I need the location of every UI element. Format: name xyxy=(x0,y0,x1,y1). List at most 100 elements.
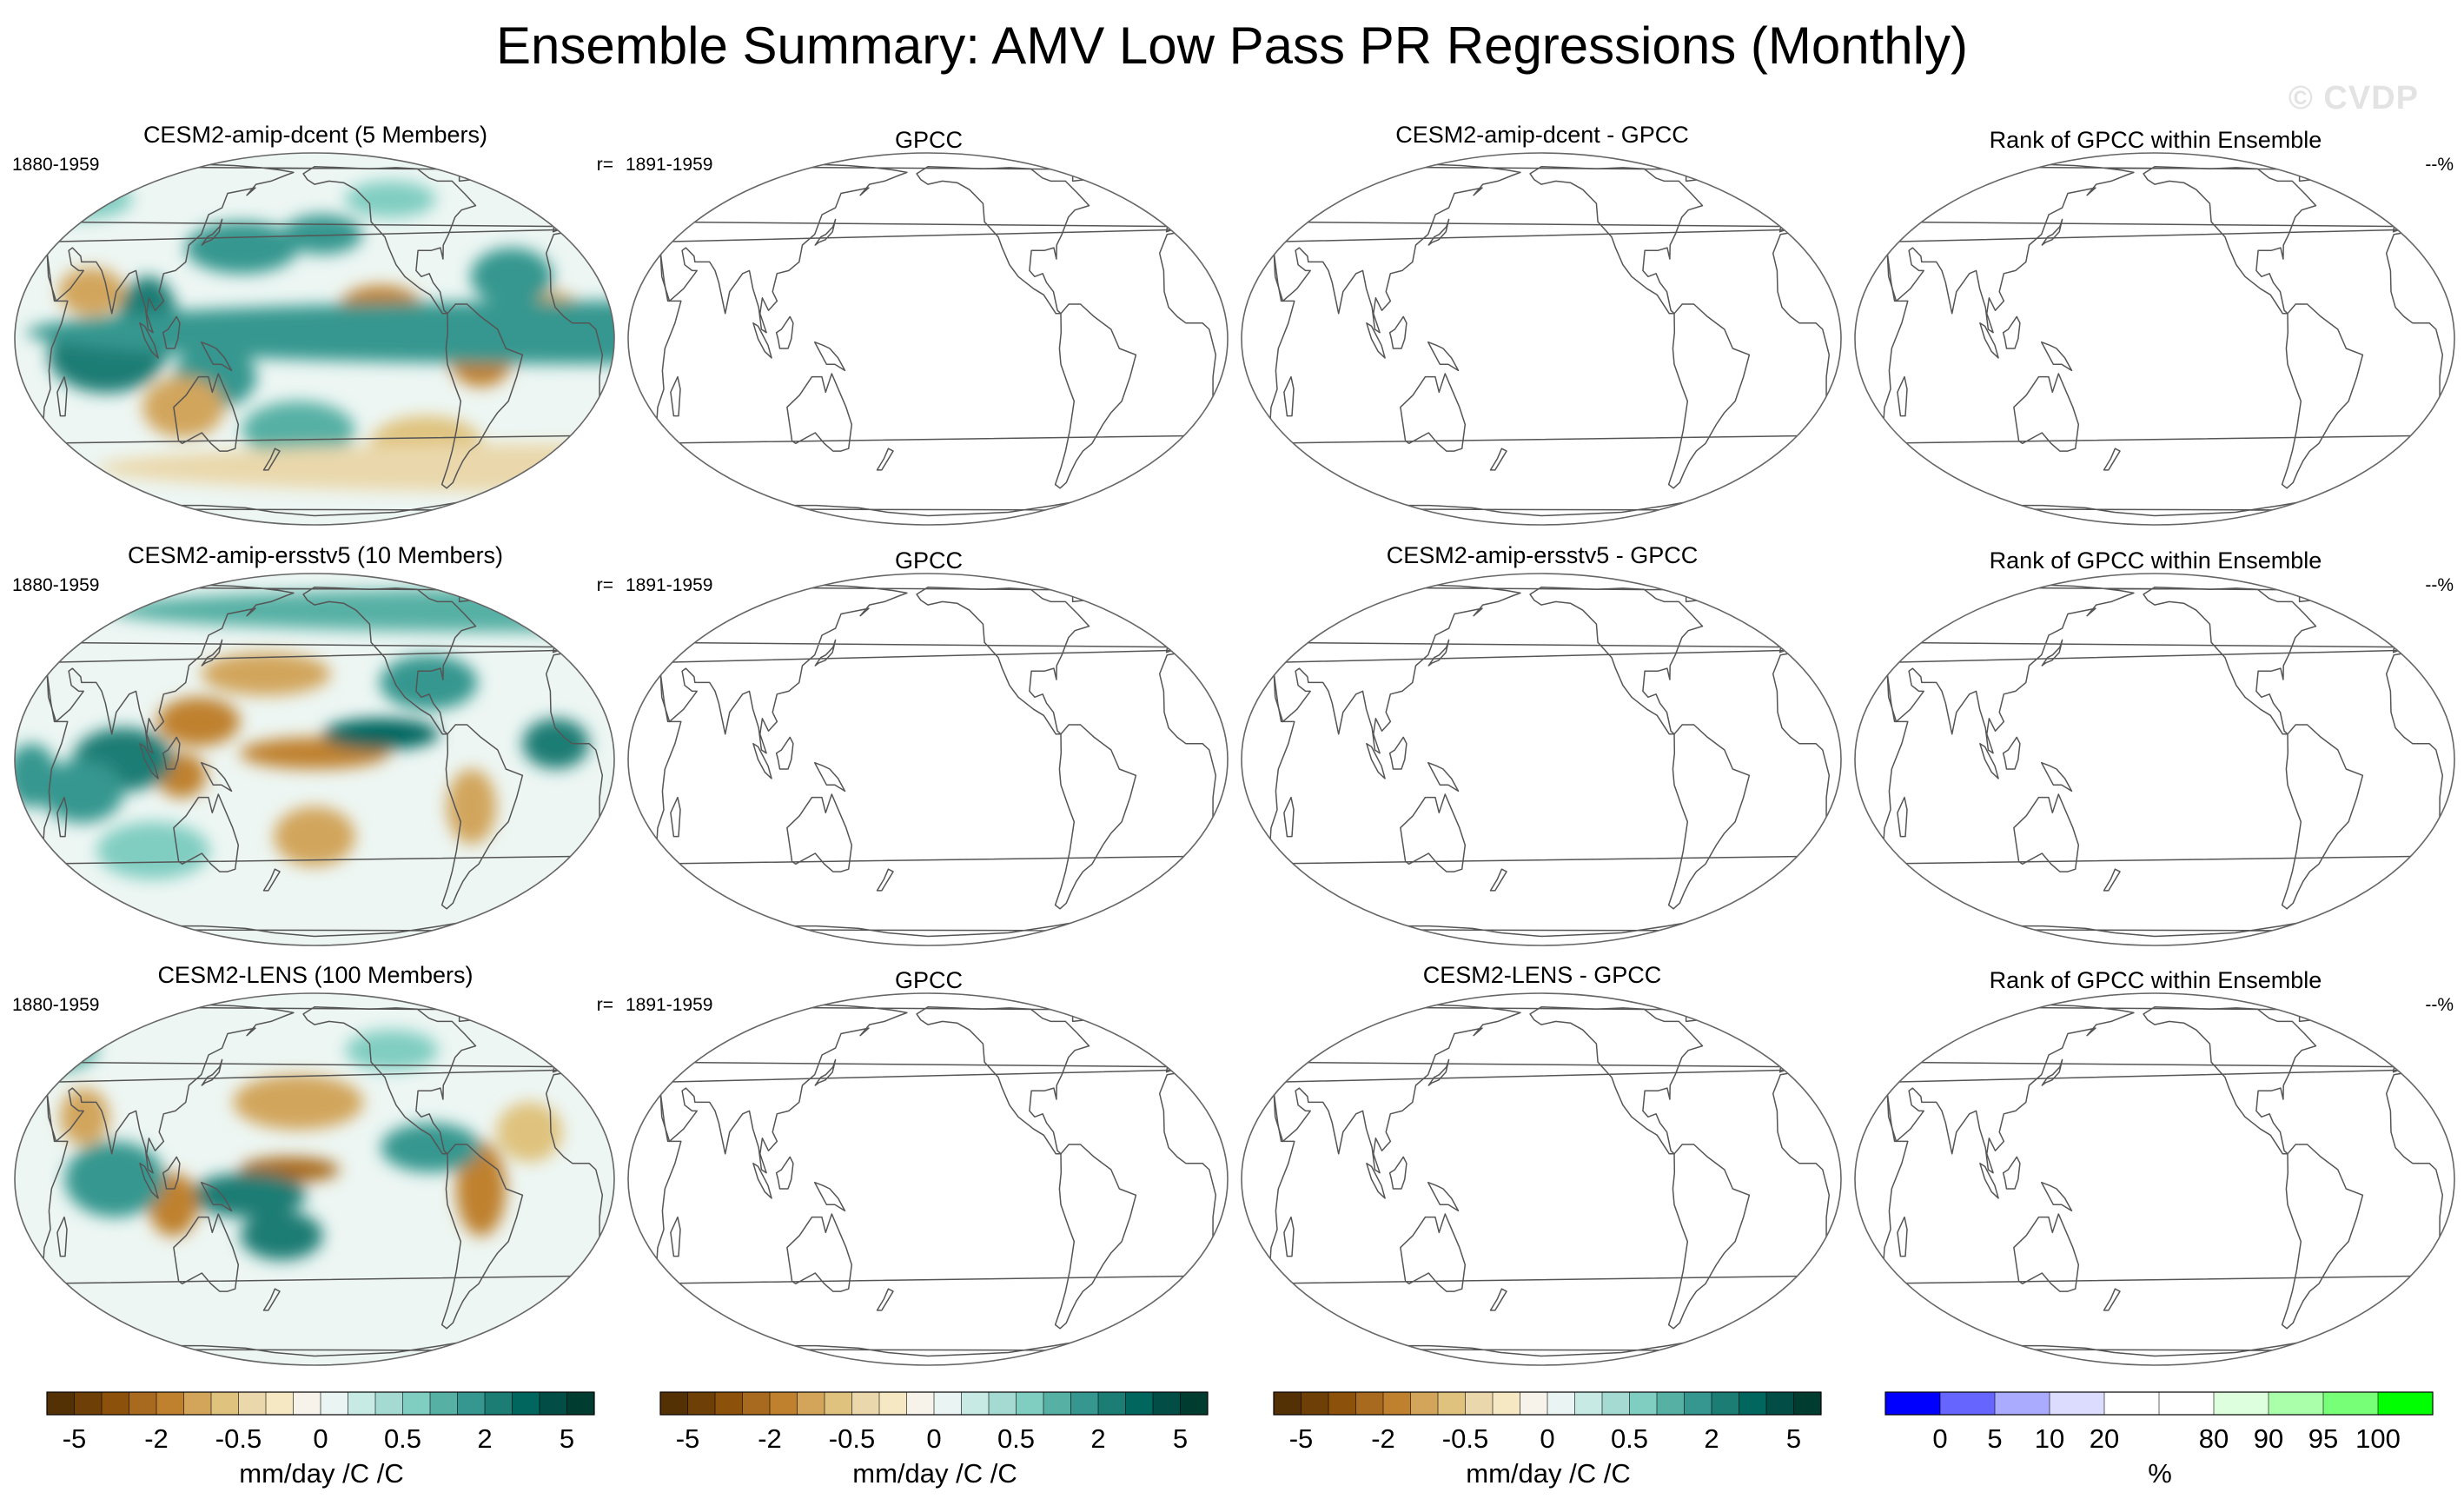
coastline-uk xyxy=(1767,1024,1784,1041)
coastline-new-guinea xyxy=(1427,761,1460,793)
coastline-borneo xyxy=(775,315,794,349)
coastline-japan xyxy=(1427,218,1450,246)
panel-title: GPCC xyxy=(894,127,963,153)
coastline-uk xyxy=(2381,604,2397,621)
colorbar-tick-label: 95 xyxy=(2308,1423,2338,1454)
coastline-sumatra xyxy=(1979,1162,1999,1199)
coastline-borneo xyxy=(162,315,181,349)
coastline-australia xyxy=(1400,793,1467,872)
coastline-new-zealand xyxy=(1489,1288,1507,1311)
coastline-south-america xyxy=(1667,1144,1751,1330)
colorbar-swatch xyxy=(660,1392,688,1415)
map-frame xyxy=(14,152,615,526)
coastline-north-america xyxy=(916,1005,1090,1155)
map-plot xyxy=(1241,152,1842,526)
map-panel: GPCC 1891-1959 xyxy=(624,962,1234,1370)
colorbar-swatch xyxy=(879,1392,907,1415)
colorbar-swatch xyxy=(1098,1392,1126,1415)
coastline-africa xyxy=(1865,649,2444,866)
colorbar-tick-label: 20 xyxy=(2090,1423,2119,1454)
coastline-new-zealand xyxy=(2103,448,2121,471)
colorbar-swatch xyxy=(512,1392,540,1415)
coastline-south-america xyxy=(1054,303,1137,489)
colorbar-swatch xyxy=(1301,1392,1329,1415)
coastline-madagascar xyxy=(56,796,68,838)
colorbar-swatch xyxy=(2050,1392,2105,1415)
colorbar-swatch xyxy=(934,1392,962,1415)
coastline-new-zealand xyxy=(262,1288,281,1311)
period-label: 1891-1959 xyxy=(626,575,713,595)
regression-anomaly xyxy=(496,1102,563,1163)
panel-title: Rank of GPCC within Ensemble xyxy=(1989,127,2322,153)
coastline-south-america xyxy=(2281,1144,2364,1330)
coastline-antarctica xyxy=(694,922,1147,938)
panel-title: CESM2-amip-ersstv5 (10 Members) xyxy=(127,542,504,568)
colorbar-swatch xyxy=(2104,1392,2160,1415)
coastline-uk xyxy=(1767,183,1784,201)
colorbar-tick-label: -2 xyxy=(144,1423,169,1454)
colorbar-swatch xyxy=(1180,1392,1209,1415)
period-label: 1891-1959 xyxy=(626,155,713,175)
colorbar-swatch xyxy=(1153,1392,1181,1415)
coastline-antarctica xyxy=(1308,1342,1760,1357)
map-plot xyxy=(1241,573,1842,946)
coastline-borneo xyxy=(2002,315,2021,349)
map-frame xyxy=(627,152,1229,526)
coastline-sumatra xyxy=(1366,322,1386,359)
coastline-north-america xyxy=(916,586,1090,735)
correlation-label: --% xyxy=(2425,995,2454,1015)
colorbar: -5 -2 -0.5 0 0.5 2 5 mm/day /C /C xyxy=(657,1390,1213,1495)
coastline-borneo xyxy=(2002,736,2021,770)
regression-anomaly xyxy=(455,1141,507,1237)
regression-anomaly xyxy=(142,376,225,438)
colorbar-swatch xyxy=(961,1392,990,1415)
regression-anomaly xyxy=(345,1030,439,1071)
map-panel: CESM2-amip-dcent - GPCC xyxy=(1237,122,1847,530)
regression-anomaly xyxy=(344,181,436,218)
colorbar-swatch xyxy=(989,1392,1017,1415)
colorbar-swatch xyxy=(1712,1392,1739,1415)
coastline-africa xyxy=(1251,649,1831,866)
colorbar-tick-label: 90 xyxy=(2254,1423,2283,1454)
colorbar-swatch xyxy=(1547,1392,1575,1415)
map-panel: CESM2-amip-ersstv5 - GPCC xyxy=(1237,542,1847,951)
colorbar-swatch xyxy=(1793,1392,1822,1415)
panel-title: GPCC xyxy=(894,967,963,993)
colorbar-tick-label: 5 xyxy=(1987,1423,2002,1454)
colorbar-swatch xyxy=(2214,1392,2269,1415)
coastline-japan xyxy=(201,1058,223,1086)
coastline-eurasia xyxy=(1871,160,2433,334)
coastline-new-guinea xyxy=(813,341,846,372)
coastline-japan xyxy=(814,639,837,667)
map-plot xyxy=(627,152,1229,526)
panel-title: GPCC xyxy=(894,547,963,574)
map-plot xyxy=(1854,152,2455,526)
colorbar-tick-label: 2 xyxy=(1704,1423,1719,1454)
map-frame xyxy=(1854,573,2455,946)
correlation-label: --% xyxy=(2425,155,2454,175)
period-label: 1880-1959 xyxy=(12,575,100,595)
coastline-north-america xyxy=(2143,586,2317,735)
coastline-north-america xyxy=(302,1005,477,1155)
coastline-new-guinea xyxy=(200,1181,233,1212)
correlation-label: r= xyxy=(596,575,613,595)
coastline-south-america xyxy=(440,1144,524,1330)
map-plot xyxy=(1241,992,1842,1366)
colorbar: -5 -2 -0.5 0 0.5 2 5 mm/day /C /C xyxy=(1270,1390,1826,1495)
coastline-north-america xyxy=(1529,1005,1704,1155)
coastline-new-guinea xyxy=(200,761,233,793)
map-frame xyxy=(1854,152,2455,526)
colorbar-swatch xyxy=(457,1392,486,1415)
coastline-borneo xyxy=(162,1156,181,1190)
coastline-madagascar xyxy=(1283,796,1295,838)
coastline-madagascar xyxy=(56,375,68,417)
coastline-uk xyxy=(2381,183,2397,201)
colorbar-swatch xyxy=(540,1392,567,1415)
colorbar-units: mm/day /C /C xyxy=(239,1458,404,1489)
colorbar-swatch xyxy=(183,1392,212,1415)
coastline-sumatra xyxy=(139,742,159,779)
coastline-uk xyxy=(2381,1024,2397,1041)
coastline-new-guinea xyxy=(2040,761,2073,793)
coastline-africa xyxy=(638,649,1217,866)
colorbar-swatch xyxy=(74,1392,103,1415)
